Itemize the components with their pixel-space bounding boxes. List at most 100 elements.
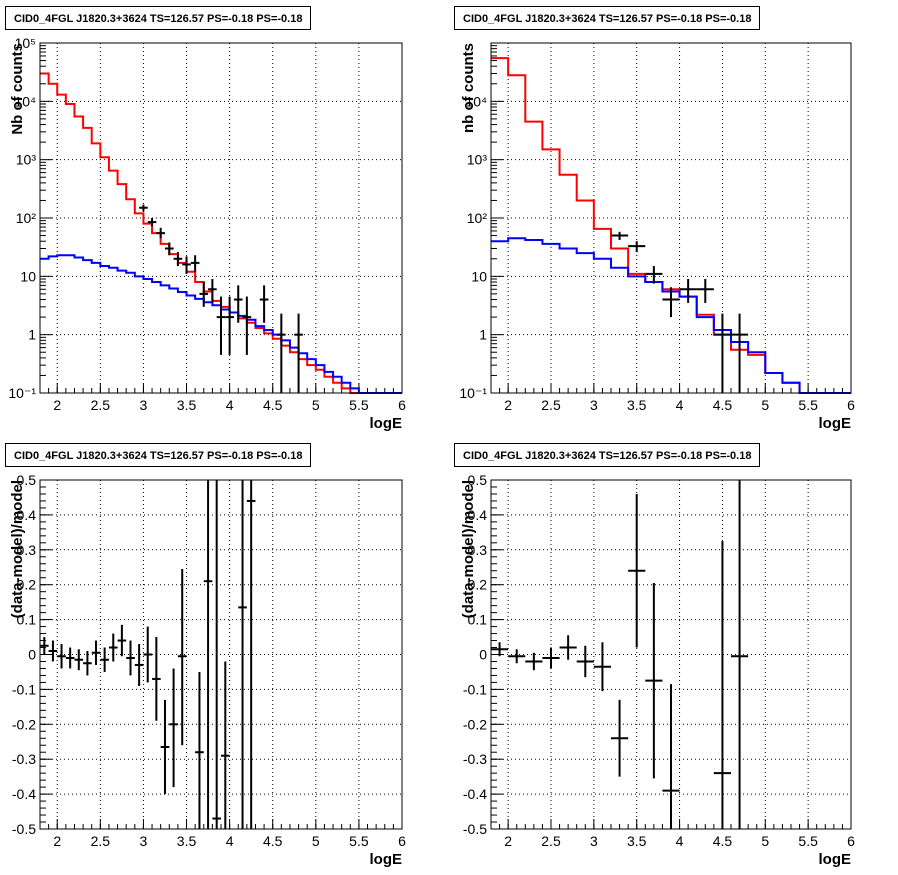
- data-point: [277, 313, 286, 393]
- x-tick-label: 3.5: [627, 397, 647, 413]
- axes: 2 2.5 3 3.5 4 4.5 5 5.5 6 10⁻¹ 1 10 10² 10³ 10⁴: [459, 45, 855, 413]
- x-tick-label: 2.5: [541, 833, 561, 849]
- data-point: [645, 582, 663, 779]
- data-point: [199, 281, 209, 307]
- data-point: [91, 640, 101, 665]
- data-points: [611, 231, 749, 393]
- y-tick-label: 0.4: [468, 507, 488, 523]
- data-point: [225, 296, 234, 355]
- y-tick-label: 0.1: [468, 612, 488, 628]
- data-point: [100, 647, 109, 672]
- data-point: [238, 480, 247, 829]
- data-point: [645, 266, 663, 284]
- x-tick-label: 2.5: [91, 833, 111, 849]
- x-tick-label: 2: [504, 833, 512, 849]
- chart-counts-right: 2 2.5 3 3.5 4 4.5 5 5.5 6 10⁻¹ 1 10 10² 10³ 10⁴ logE nb …: [459, 42, 855, 432]
- data-point: [611, 699, 629, 777]
- data-point: [164, 242, 174, 256]
- y-tick-label: -0.3: [12, 751, 36, 767]
- y-tick-label: 0.4: [17, 507, 37, 523]
- pad-top-right: 2 2.5 3 3.5 4 4.5 5 5.5 6 10⁻¹ 1 10 10² 10³ 10⁴ logE nb …: [449, 0, 898, 437]
- data-point: [662, 684, 680, 829]
- x-tick-label: 4.5: [713, 833, 733, 849]
- data-point: [593, 642, 611, 692]
- plot-frame: [39, 42, 403, 394]
- axes: 2 2.5 3 3.5 4 4.5 5 5.5 6 -0.5 -0.4 -0.3 -0.2 -0.1 0 0.…: [12, 472, 406, 849]
- x-tick-label: 4: [226, 397, 234, 413]
- data-point: [242, 296, 252, 355]
- data-point: [74, 649, 84, 671]
- data-point: [662, 287, 680, 318]
- data-point: [126, 640, 135, 676]
- x-tick-label: 3: [140, 397, 148, 413]
- y-tick-label: -0.5: [463, 821, 487, 837]
- x-tick-label: 4.5: [263, 833, 283, 849]
- plot-frame: [39, 479, 403, 830]
- pad-bottom-left: 2 2.5 3 3.5 4 4.5 5 5.5 6 -0.5 -0.4 -0.3 -0.2 -0.1 0 0.…: [0, 437, 449, 875]
- y-tick-label: 0: [28, 647, 36, 663]
- grid-lines: [40, 479, 403, 830]
- y-axis-label: (data-model)/model: [460, 480, 477, 618]
- chart-counts-left: 2 2.5 3 3.5 4 4.5 5 5.5 6 10⁻¹ 1 10 10² 10³ 10⁴ 10⁵ logE…: [8, 35, 406, 432]
- histogram-series: [491, 57, 851, 394]
- y-tick-label: -0.4: [12, 786, 36, 802]
- data-point: [48, 640, 58, 662]
- plot-frame: [490, 42, 852, 394]
- y-axis-label: (data-model)/model: [9, 480, 26, 618]
- y-tick-label: 0.3: [468, 542, 488, 558]
- y-tick-label: -0.4: [463, 786, 487, 802]
- y-tick-label: 0.5: [468, 472, 488, 488]
- x-tick-label: 4.5: [263, 397, 283, 413]
- y-tick-label: 10²: [467, 210, 488, 226]
- data-point: [259, 285, 269, 323]
- x-tick-label: 2: [504, 397, 512, 413]
- y-axis-label: Nb of counts: [9, 43, 26, 135]
- x-tick-label: 6: [398, 397, 406, 413]
- grid-lines: [491, 43, 852, 394]
- x-axis-label: logE: [819, 851, 852, 868]
- y-tick-label: 0: [479, 647, 487, 663]
- data-point: [57, 644, 66, 669]
- data-point: [731, 480, 749, 829]
- pad-top-left: 2 2.5 3 3.5 4 4.5 5 5.5 6 10⁻¹ 1 10 10² 10³ 10⁴ 10⁵ logE…: [0, 0, 449, 437]
- data-point: [40, 637, 49, 655]
- data-point: [233, 285, 243, 323]
- y-axis-label: nb of counts: [460, 43, 477, 133]
- data-point: [491, 642, 509, 657]
- x-tick-label: 5: [312, 397, 320, 413]
- x-tick-label: 3: [140, 833, 148, 849]
- data-point: [117, 624, 127, 657]
- y-tick-label: -0.2: [12, 716, 36, 732]
- chart-residuals-left: 2 2.5 3 3.5 4 4.5 5 5.5 6 -0.5 -0.4 -0.3 -0.2 -0.1 0 0.…: [9, 472, 406, 868]
- x-tick-label: 4: [226, 833, 234, 849]
- x-tick-label: 4: [676, 833, 684, 849]
- axes: 2 2.5 3 3.5 4 4.5 5 5.5 6 -0.5 -0.4 -0.3 -0.2 -0.1 0 0.…: [463, 472, 855, 849]
- y-tick-label: 10: [471, 268, 487, 284]
- data-point: [212, 480, 221, 829]
- y-tick-label: 0.2: [17, 577, 37, 593]
- data-point: [713, 313, 731, 393]
- x-tick-label: 6: [847, 397, 855, 413]
- x-tick-label: 5.5: [349, 833, 369, 849]
- x-tick-label: 3: [590, 397, 598, 413]
- data-point: [190, 255, 200, 272]
- y-tick-label: 10²: [16, 210, 37, 226]
- x-tick-label: 2.5: [541, 397, 561, 413]
- chart-title: CID0_4FGL J1820.3+3624 TS=126.57 PS=-0.1…: [454, 443, 761, 467]
- data-point: [246, 480, 256, 829]
- histogram-series: [40, 254, 402, 394]
- x-tick-label: 6: [847, 833, 855, 849]
- x-axis-label: logE: [819, 415, 852, 432]
- y-tick-label: 0.5: [17, 472, 37, 488]
- axes: 2 2.5 3 3.5 4 4.5 5 5.5 6 10⁻¹ 1 10 10² 10³ 10⁴ 10⁵: [8, 35, 406, 413]
- data-point: [713, 541, 731, 829]
- y-tick-label: 10³: [467, 152, 488, 168]
- data-point: [203, 480, 213, 829]
- data-point: [208, 279, 217, 303]
- data-point: [108, 633, 118, 662]
- y-tick-label: 10⁻¹: [8, 385, 36, 401]
- data-point: [143, 626, 153, 683]
- y-tick-label: 10⁵: [15, 35, 36, 51]
- x-tick-label: 4: [676, 397, 684, 413]
- data-point: [216, 296, 226, 355]
